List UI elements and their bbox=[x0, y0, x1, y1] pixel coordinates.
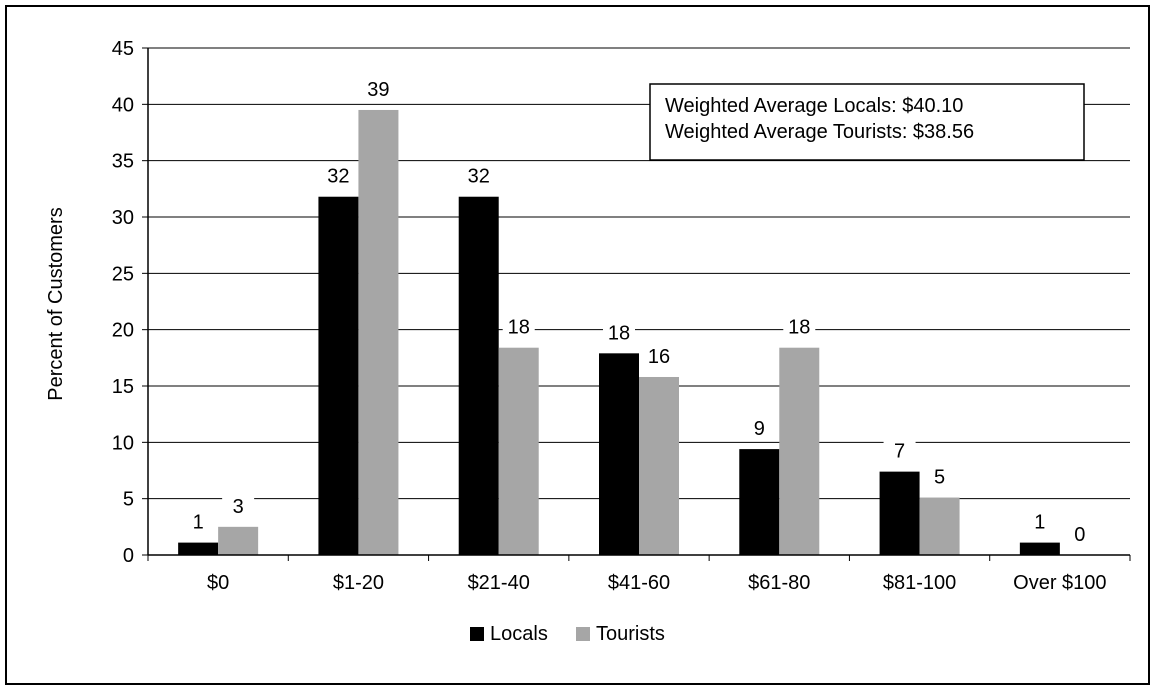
annotation-box bbox=[649, 83, 1085, 161]
x-tick-label: $1-20 bbox=[333, 572, 384, 594]
y-tick-label: 40 bbox=[112, 94, 134, 116]
y-tick-label: 15 bbox=[112, 376, 134, 398]
x-tick-label: $81-100 bbox=[883, 572, 956, 594]
x-tick-label: $0 bbox=[207, 572, 229, 594]
y-tick-label: 10 bbox=[112, 432, 134, 454]
x-tick-label: $61-80 bbox=[748, 572, 810, 594]
y-tick-label: 45 bbox=[112, 38, 134, 60]
data-label-bg bbox=[362, 77, 395, 102]
data-label: 9 bbox=[754, 418, 765, 440]
y-tick-label: 0 bbox=[123, 545, 134, 567]
data-label-bg bbox=[743, 417, 776, 442]
weighted-average-box: Weighted Average Locals: $40.10 Weighted… bbox=[649, 83, 1085, 161]
bar-tourists bbox=[498, 347, 539, 555]
y-tick-label: 5 bbox=[123, 489, 134, 511]
data-label: 7 bbox=[894, 441, 905, 463]
data-label: 3 bbox=[233, 496, 244, 518]
data-label: 18 bbox=[788, 317, 810, 339]
data-label: 1 bbox=[1034, 512, 1045, 534]
y-tick-label: 30 bbox=[112, 207, 134, 229]
x-tick-label: $41-60 bbox=[608, 572, 670, 594]
bar-locals bbox=[318, 196, 359, 555]
data-label: 32 bbox=[468, 166, 490, 188]
data-label-bg bbox=[462, 164, 495, 189]
legend-label-locals: Locals bbox=[490, 623, 548, 645]
bar-tourists bbox=[358, 109, 399, 555]
bars bbox=[178, 109, 1060, 555]
data-label: 32 bbox=[327, 166, 349, 188]
data-label-bg bbox=[322, 164, 355, 189]
y-axis-label: Percent of Customers bbox=[45, 207, 67, 400]
bar-locals bbox=[599, 353, 639, 555]
data-label: 0 bbox=[1074, 524, 1085, 546]
data-label: 1 bbox=[193, 512, 204, 534]
bar-tourists bbox=[218, 526, 259, 555]
x-tick-label: Over $100 bbox=[1013, 572, 1106, 594]
bar-tourists bbox=[919, 497, 960, 555]
data-label-bg bbox=[883, 439, 916, 464]
bar-locals bbox=[1019, 542, 1060, 555]
axes bbox=[142, 47, 1131, 561]
data-label: 18 bbox=[608, 322, 630, 344]
bar-locals bbox=[739, 449, 780, 555]
bar-tourists bbox=[779, 347, 820, 555]
legend-swatch-locals bbox=[470, 627, 484, 641]
x-tick-labels: $0 $1-20 $21-40 $41-60 $61-80 $81-100 Over $10… bbox=[207, 572, 1107, 594]
annotation-locals: Weighted Average Locals: $40.10 bbox=[665, 95, 963, 117]
data-labels: 1 3 32 39 32 18 18 16 9 18 7 5 1 0 bbox=[182, 77, 1096, 547]
legend: Locals Tourists bbox=[470, 623, 665, 645]
data-label: 5 bbox=[934, 467, 945, 489]
y-tick-label: 25 bbox=[112, 263, 134, 285]
data-label-bg bbox=[502, 315, 535, 340]
bar-locals bbox=[178, 542, 219, 555]
data-label-bg bbox=[182, 510, 215, 535]
y-tick-label: 20 bbox=[112, 320, 134, 342]
y-tick-labels: 0 5 10 15 20 25 30 35 40 45 bbox=[112, 38, 134, 567]
bar-tourists bbox=[639, 376, 679, 555]
bar-locals bbox=[879, 471, 920, 555]
data-label-bg bbox=[643, 344, 675, 369]
legend-swatch-tourists bbox=[576, 627, 590, 641]
data-label-bg bbox=[222, 494, 255, 519]
x-tick-label: $21-40 bbox=[468, 572, 530, 594]
data-label: 16 bbox=[648, 346, 670, 368]
y-tick-label: 35 bbox=[112, 151, 134, 173]
data-label-bg bbox=[1023, 510, 1056, 535]
data-label-bg bbox=[1063, 523, 1096, 547]
bar-locals bbox=[458, 196, 499, 555]
annotation-tourists: Weighted Average Tourists: $38.56 bbox=[665, 121, 974, 143]
data-label: 18 bbox=[508, 317, 530, 339]
legend-label-tourists: Tourists bbox=[596, 623, 665, 645]
data-label-bg bbox=[603, 321, 635, 346]
data-label-bg bbox=[783, 315, 816, 340]
data-label: 39 bbox=[367, 79, 389, 101]
data-label-bg bbox=[923, 465, 956, 490]
